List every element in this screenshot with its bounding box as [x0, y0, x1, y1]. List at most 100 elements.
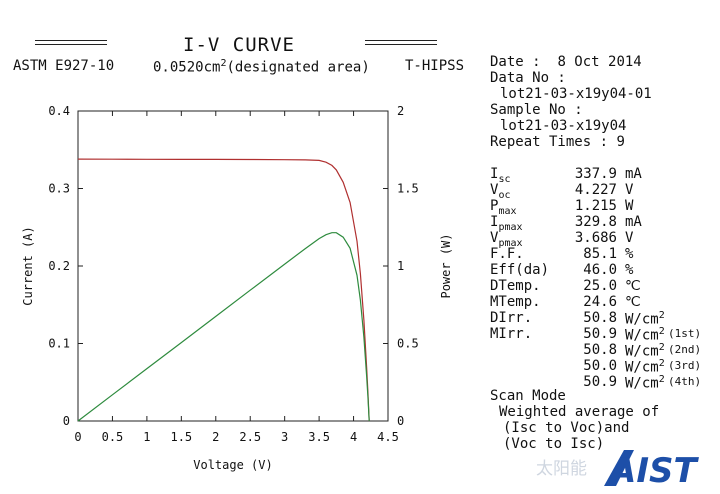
y-tick-label: 0.2: [48, 259, 70, 273]
logo-stripe: [604, 450, 634, 486]
param-value: 50.8: [583, 342, 617, 358]
param-label: Vpmax: [490, 230, 523, 249]
param-label-sub: pmax: [498, 238, 523, 249]
param-unit: W/cm2: [625, 326, 665, 344]
param-label-sub: max: [498, 206, 517, 217]
param-label-main: F.F.: [490, 246, 524, 262]
sample-no-label: Sample No :: [490, 102, 583, 118]
param-value: 50.9: [583, 374, 617, 390]
param-note: (3rd): [668, 359, 702, 372]
scan-mode-label: Scan Mode: [490, 388, 566, 404]
x-tick-label: 2: [212, 430, 219, 444]
param-label-sub: pmax: [498, 222, 523, 233]
y2-tick-label: 0.5: [397, 337, 419, 351]
x-tick-label: 2.5: [239, 430, 261, 444]
y-tick-label: 0.1: [48, 337, 70, 351]
x-tick-label: 0.5: [102, 430, 124, 444]
y2-tick-label: 1.5: [397, 182, 419, 196]
date-row: Date : 8 Oct 2014: [490, 54, 642, 70]
y2-tick-label: 1: [397, 259, 404, 273]
y-tick-label: 0.4: [48, 104, 70, 118]
title-rule-left: [35, 40, 107, 45]
repeat-value: 9: [616, 134, 625, 150]
param-value: 50.8: [583, 310, 617, 326]
y-tick-label: 0: [63, 414, 70, 428]
y-axis-label: Current (A): [21, 226, 35, 305]
param-unit-sup: 2: [658, 374, 665, 385]
param-unit-sup: 2: [658, 358, 665, 369]
param-label: MTemp.: [490, 294, 541, 310]
plot-frame: [77, 110, 389, 422]
param-unit: V: [625, 230, 634, 246]
x-tick-label: 3.5: [308, 430, 330, 444]
x-axis-label: Voltage (V): [193, 458, 272, 472]
area-value: 0.0520cm: [153, 59, 221, 76]
param-unit: W/cm2: [625, 374, 665, 392]
param-note: (4th): [668, 375, 702, 388]
param-unit: %: [625, 246, 634, 262]
watermark-chinese: 太阳能: [536, 459, 587, 479]
param-note: (2nd): [668, 343, 702, 356]
param-label-sub: sc: [498, 174, 511, 185]
standard-label: ASTM E927-10: [13, 58, 115, 74]
param-label: F.F.: [490, 246, 524, 262]
date-label: Date :: [490, 54, 541, 70]
param-label-main: I: [490, 166, 499, 182]
param-label-main: V: [490, 182, 499, 198]
param-value: 3.686: [574, 230, 617, 246]
param-value: 329.8: [574, 214, 617, 230]
x-tick-label: 4: [350, 430, 357, 444]
param-label: Ipmax: [490, 214, 523, 233]
param-label: Isc: [490, 166, 511, 185]
param-unit: W/cm2: [625, 342, 665, 360]
y2-tick-label: 0: [397, 414, 404, 428]
param-label-sub: oc: [498, 190, 511, 201]
param-label-main: V: [490, 230, 499, 246]
x-tick-label: 1: [143, 430, 150, 444]
y-tick-label: 0.3: [48, 182, 70, 196]
y2-axis-label: Power (W): [439, 233, 453, 298]
logo-brand-text: AIST: [607, 451, 699, 490]
param-label-main: MIrr.: [490, 326, 533, 342]
param-value: 24.6: [583, 294, 617, 310]
scan-mode-line3: (Voc to Isc): [503, 436, 605, 452]
method-label: T-HIPSS: [405, 58, 465, 74]
param-unit: ℃: [625, 294, 641, 310]
param-value: 1.215: [574, 198, 617, 214]
repeat-label: Repeat Times :: [490, 134, 609, 150]
scan-mode-line2: (Isc to Voc)and: [503, 420, 630, 436]
param-value: 50.0: [583, 358, 617, 374]
x-tick-label: 1.5: [170, 430, 192, 444]
x-tick-label: 0: [74, 430, 81, 444]
param-label-main: DIrr.: [490, 310, 533, 326]
power-series-line: [77, 232, 370, 422]
title-rule-right: [365, 40, 437, 45]
data-no-value: lot21-03-x19y04-01: [500, 86, 652, 102]
param-note: (1st): [668, 327, 702, 340]
y2-tick-label: 2: [397, 104, 404, 118]
x-tick-label: 3: [281, 430, 288, 444]
param-label: Eff(da): [490, 262, 549, 278]
data-no-label: Data No :: [490, 70, 566, 86]
x-tick-label: 4.5: [377, 430, 399, 444]
area-unit-sup: 2: [220, 58, 227, 69]
param-unit: mA: [625, 166, 642, 182]
param-unit: mA: [625, 214, 642, 230]
current-series-line: [77, 158, 370, 422]
param-unit: V: [625, 182, 634, 198]
param-unit-sup: 2: [658, 326, 665, 337]
param-label: DIrr.: [490, 310, 532, 326]
param-label: MIrr.: [490, 326, 532, 342]
repeat-row: Repeat Times : 9: [490, 134, 625, 150]
param-value: 50.9: [583, 326, 617, 342]
param-label-main: I: [490, 214, 499, 230]
param-value: 337.9: [574, 166, 617, 182]
param-unit: ℃: [625, 278, 641, 294]
param-label-main: P: [490, 198, 499, 214]
param-value: 46.0: [583, 262, 617, 278]
scan-mode-line1: Weighted average of: [499, 404, 660, 420]
param-label: Pmax: [490, 198, 517, 217]
aist-logo: 太阳能 AIST: [536, 450, 699, 490]
param-value: 25.0: [583, 278, 617, 294]
param-label: Voc: [490, 182, 511, 201]
